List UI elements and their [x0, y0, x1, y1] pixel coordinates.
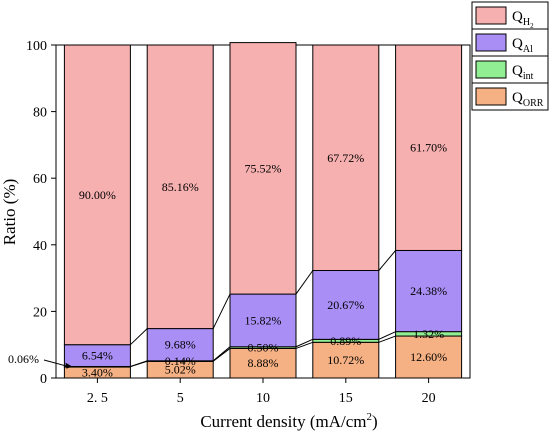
data-label-al: 6.54% [82, 349, 113, 363]
x-axis-title-sup: 2 [367, 411, 373, 423]
data-label-al: 15.82% [245, 313, 282, 327]
bar-segment-h2 [146, 44, 214, 330]
data-label-h2: 85.16% [162, 180, 199, 194]
connector-line [378, 250, 396, 271]
callout-arrowhead [65, 362, 73, 369]
data-label-orr: 8.88% [248, 356, 279, 370]
bar-stack [229, 42, 297, 379]
connector-line [212, 348, 231, 362]
x-tick-label: 10 [256, 391, 270, 406]
bar-stack [63, 44, 131, 379]
data-label-h2: 67.72% [327, 151, 364, 165]
y-tick-label: 60 [33, 172, 47, 187]
data-label-h2: 90.00% [79, 188, 116, 202]
y-tick-label: 40 [33, 239, 47, 254]
legend-swatch-int [475, 60, 507, 79]
x-tick-label: 2. 5 [87, 391, 108, 406]
legend-label-int: Qint [512, 63, 534, 82]
x-axis: 2. 5 5 10 15 20 [87, 378, 436, 406]
bars: 3.40% 6.54% 90.00% 5.02%0.14% 9.68% 85.16% 8.8… [63, 42, 463, 379]
bar-segment-h2 [63, 44, 131, 346]
bar-segment-orr [229, 347, 297, 379]
legend-swatch-orr [475, 87, 507, 106]
legend: QH2 QAl Qint QORR [471, 1, 549, 111]
legend-swatch-al [475, 33, 507, 52]
bar-segment-al [146, 328, 214, 362]
y-axis: 0 20 40 60 80 100 [26, 39, 56, 387]
data-label-orr: 12.60% [410, 350, 447, 364]
legend-label-al: QAl [512, 36, 533, 55]
connector-line [212, 293, 231, 329]
data-label-int: 1.32% [413, 327, 444, 341]
x-axis-title-end: ) [372, 412, 378, 431]
legend-label-orr: QORR [512, 90, 544, 109]
bar-segment-h2 [395, 44, 463, 251]
y-tick-label: 0 [40, 372, 47, 387]
connector-line [212, 346, 231, 362]
bar-stack [312, 44, 380, 379]
y-tick-label: 20 [33, 305, 47, 320]
data-label-int: 0.50% [248, 341, 279, 355]
connector-line [378, 331, 396, 340]
x-axis-title-main: Current density (mA/cm [200, 412, 366, 431]
data-label-orr: 5.02% [165, 363, 196, 377]
x-tick-label: 5 [177, 391, 184, 406]
x-tick-label: 20 [422, 391, 436, 406]
connector-lines [130, 250, 396, 368]
legend-label-h2: QH2 [512, 9, 534, 30]
bar-segment-h2 [229, 42, 297, 295]
x-tick-label: 15 [339, 391, 353, 406]
bar-stack [146, 44, 214, 379]
bar-segment-al [229, 293, 297, 348]
y-tick-label: 80 [33, 106, 47, 121]
data-label-h2: 75.52% [245, 161, 282, 175]
callout: 0.06% [8, 352, 73, 369]
connector-line [295, 338, 314, 348]
bar-stack [395, 44, 463, 379]
data-label-int: 0.14% [165, 354, 196, 368]
data-label-al: 9.68% [165, 338, 196, 352]
y-axis-title: Ratio (%) [0, 179, 19, 246]
callout-label: 0.06% [8, 352, 39, 366]
connector-line [295, 341, 313, 349]
data-label-int: 0.89% [330, 334, 361, 348]
data-label-al: 24.38% [410, 284, 447, 298]
connector-line [130, 360, 148, 367]
data-label-al: 20.67% [327, 298, 364, 312]
data-label-orr: 3.40% [82, 365, 113, 379]
bar-segment-al [395, 249, 463, 333]
bar-segment-h2 [312, 44, 380, 272]
connector-line [130, 328, 148, 346]
callout-leader [43, 359, 69, 368]
connector-line [378, 335, 396, 343]
bar-segment-al [312, 270, 380, 340]
y-tick-label: 100 [26, 39, 47, 54]
bar-segment-orr [395, 335, 463, 379]
connector-line [295, 270, 314, 295]
legend-swatch-h2 [475, 6, 507, 25]
x-axis-title: Current density (mA/cm2) [200, 411, 377, 431]
data-label-h2: 61.70% [410, 141, 447, 155]
data-label-orr: 10.72% [327, 353, 364, 367]
